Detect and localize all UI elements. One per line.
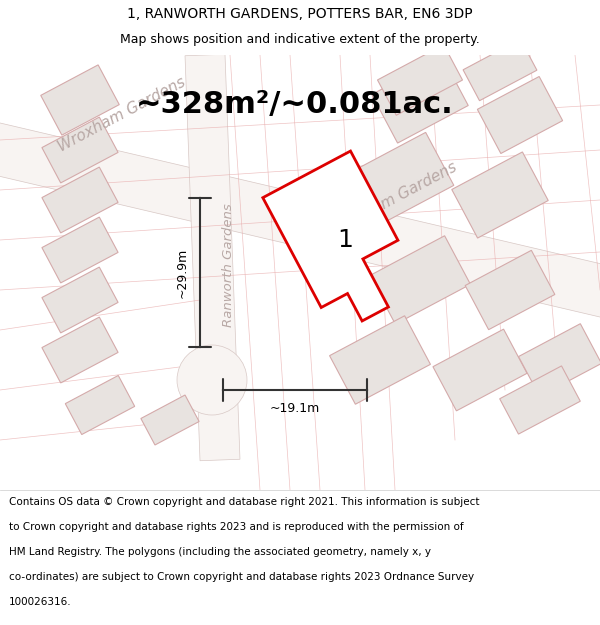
Polygon shape	[42, 317, 118, 383]
Text: co-ordinates) are subject to Crown copyright and database rights 2023 Ordnance S: co-ordinates) are subject to Crown copyr…	[9, 572, 474, 582]
Polygon shape	[465, 251, 555, 329]
Polygon shape	[42, 167, 118, 233]
Text: ~19.1m: ~19.1m	[270, 401, 320, 414]
Polygon shape	[42, 117, 118, 183]
Polygon shape	[370, 236, 470, 324]
Polygon shape	[41, 65, 119, 135]
Text: to Crown copyright and database rights 2023 and is reproduced with the permissio: to Crown copyright and database rights 2…	[9, 522, 464, 532]
Polygon shape	[518, 324, 600, 396]
Polygon shape	[463, 39, 537, 101]
Polygon shape	[433, 329, 527, 411]
Text: oxham Gardens: oxham Gardens	[345, 160, 459, 230]
Polygon shape	[377, 45, 463, 115]
Text: Contains OS data © Crown copyright and database right 2021. This information is : Contains OS data © Crown copyright and d…	[9, 497, 479, 507]
Polygon shape	[372, 57, 468, 143]
Text: Ranworth Gardens: Ranworth Gardens	[221, 203, 235, 327]
Text: Wroxham Gardens: Wroxham Gardens	[55, 75, 188, 155]
Text: ~29.9m: ~29.9m	[176, 248, 188, 298]
Text: 1: 1	[337, 228, 353, 252]
Polygon shape	[185, 54, 240, 461]
Polygon shape	[42, 217, 118, 283]
Polygon shape	[141, 395, 199, 445]
Polygon shape	[346, 132, 454, 228]
Polygon shape	[42, 267, 118, 333]
Polygon shape	[478, 76, 563, 154]
Polygon shape	[263, 151, 398, 321]
Polygon shape	[0, 119, 600, 321]
Polygon shape	[452, 152, 548, 238]
Circle shape	[177, 345, 247, 415]
Polygon shape	[65, 376, 135, 434]
Text: 100026316.: 100026316.	[9, 597, 71, 607]
Polygon shape	[329, 316, 430, 404]
Polygon shape	[500, 366, 580, 434]
Text: Map shows position and indicative extent of the property.: Map shows position and indicative extent…	[120, 33, 480, 46]
Text: ~328m²/~0.081ac.: ~328m²/~0.081ac.	[136, 91, 454, 119]
Text: 1, RANWORTH GARDENS, POTTERS BAR, EN6 3DP: 1, RANWORTH GARDENS, POTTERS BAR, EN6 3D…	[127, 7, 473, 21]
Text: HM Land Registry. The polygons (including the associated geometry, namely x, y: HM Land Registry. The polygons (includin…	[9, 547, 431, 557]
